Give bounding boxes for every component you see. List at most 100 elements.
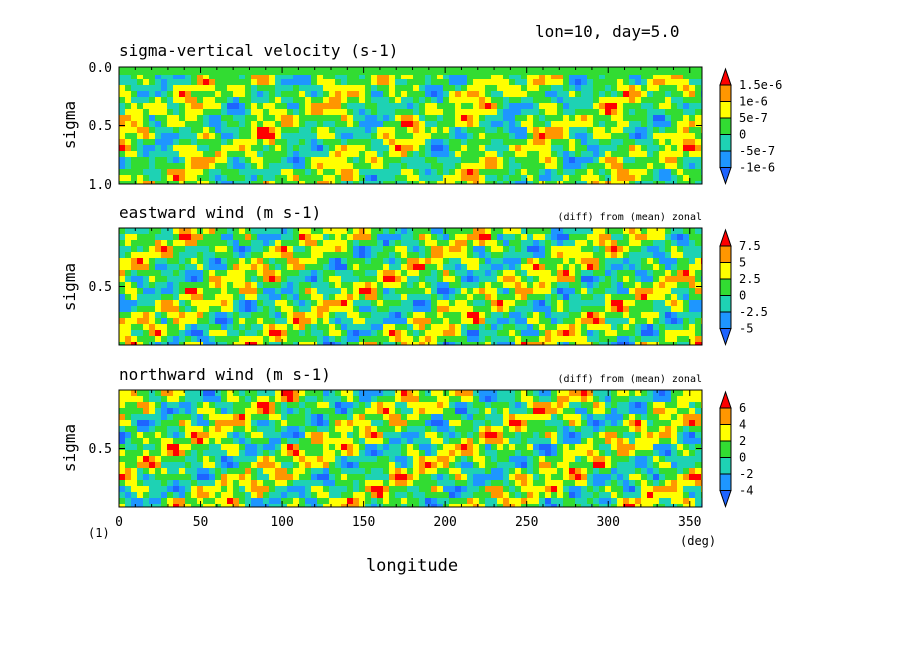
field-cell	[383, 258, 389, 264]
field-cell	[539, 133, 545, 139]
field-cell	[269, 390, 275, 396]
field-cell	[671, 390, 677, 396]
field-cell	[677, 408, 683, 414]
field-cell	[305, 91, 311, 97]
field-cell	[491, 115, 497, 121]
field-cell	[209, 163, 215, 169]
field-cell	[503, 139, 509, 145]
field-cell	[605, 133, 611, 139]
field-cell	[299, 324, 305, 330]
field-cell	[353, 115, 359, 121]
field-cell	[293, 336, 299, 342]
field-cell	[509, 264, 515, 270]
field-cell	[335, 246, 341, 252]
field-cell	[617, 91, 623, 97]
field-cell	[467, 432, 473, 438]
field-cell	[563, 294, 569, 300]
field-cell	[287, 432, 293, 438]
field-cell	[695, 151, 701, 157]
field-cell	[695, 402, 701, 408]
field-cell	[539, 175, 545, 181]
field-cell	[215, 145, 221, 151]
field-cell	[521, 91, 527, 97]
field-cell	[155, 234, 161, 240]
field-cell	[317, 270, 323, 276]
field-cell	[443, 318, 449, 324]
field-cell	[353, 163, 359, 169]
field-cell	[611, 318, 617, 324]
field-cell	[671, 342, 677, 345]
field-cell	[659, 258, 665, 264]
field-cell	[689, 91, 695, 97]
field-cell	[563, 145, 569, 151]
field-cell	[581, 85, 587, 91]
field-cell	[191, 127, 197, 133]
field-cell	[365, 252, 371, 258]
field-cell	[473, 234, 479, 240]
field-cell	[419, 85, 425, 91]
field-cell	[467, 79, 473, 85]
field-cell	[677, 91, 683, 97]
field-cell	[167, 402, 173, 408]
field-cell	[437, 228, 443, 234]
field-cell	[395, 390, 401, 396]
field-cell	[383, 342, 389, 345]
field-cell	[173, 133, 179, 139]
field-cell	[527, 246, 533, 252]
field-cell	[161, 432, 167, 438]
field-cell	[179, 294, 185, 300]
field-cell	[191, 121, 197, 127]
field-cell	[209, 103, 215, 109]
field-cell	[623, 133, 629, 139]
field-cell	[599, 432, 605, 438]
field-cell	[275, 342, 281, 345]
field-cell	[389, 276, 395, 282]
field-cell	[635, 73, 641, 79]
field-cell	[437, 330, 443, 336]
field-cell	[275, 312, 281, 318]
field-cell	[383, 73, 389, 79]
field-cell	[623, 240, 629, 246]
field-cell	[491, 97, 497, 103]
field-cell	[401, 330, 407, 336]
field-cell	[695, 408, 701, 414]
field-cell	[647, 91, 653, 97]
field-cell	[395, 127, 401, 133]
field-cell	[353, 282, 359, 288]
field-cell	[671, 97, 677, 103]
field-cell	[551, 181, 557, 184]
field-cell	[401, 408, 407, 414]
field-cell	[671, 270, 677, 276]
field-cell	[377, 312, 383, 318]
field-cell	[359, 432, 365, 438]
field-cell	[185, 342, 191, 345]
field-cell	[647, 318, 653, 324]
field-cell	[227, 252, 233, 258]
field-cell	[155, 390, 161, 396]
field-cell	[689, 103, 695, 109]
field-cell	[407, 139, 413, 145]
field-cell	[683, 396, 689, 402]
field-cell	[677, 396, 683, 402]
field-cell	[563, 133, 569, 139]
field-cell	[215, 157, 221, 163]
field-cell	[215, 282, 221, 288]
field-cell	[269, 300, 275, 306]
field-cell	[143, 420, 149, 426]
field-cell	[203, 133, 209, 139]
field-cell	[425, 240, 431, 246]
field-cell	[629, 145, 635, 151]
field-cell	[371, 432, 377, 438]
field-cell	[665, 330, 671, 336]
field-cell	[167, 240, 173, 246]
field-cell	[527, 288, 533, 294]
field-cell	[263, 306, 269, 312]
field-cell	[497, 264, 503, 270]
field-cell	[275, 288, 281, 294]
field-cell	[203, 246, 209, 252]
field-cell	[641, 402, 647, 408]
field-cell	[623, 246, 629, 252]
field-cell	[233, 115, 239, 121]
field-cell	[329, 414, 335, 420]
field-cell	[581, 145, 587, 151]
